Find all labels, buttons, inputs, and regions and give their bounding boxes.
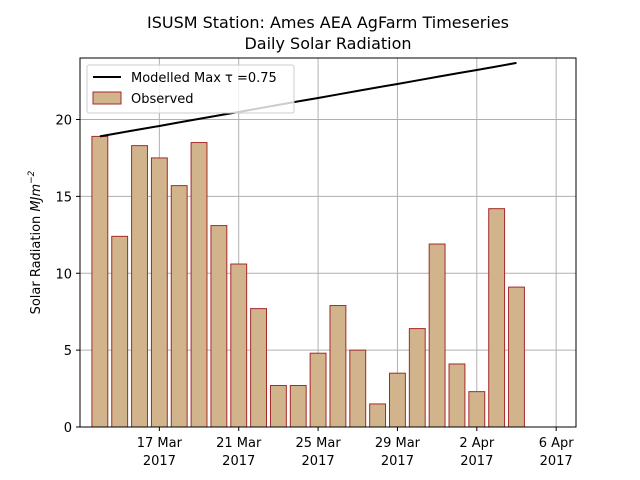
y-axis-label: Solar Radiation MJm−2	[27, 170, 44, 314]
bar-observed	[508, 286, 525, 428]
y-ticks: 0 5 10 15 20	[55, 114, 80, 436]
x-tick-label: 25 Mar	[295, 436, 341, 451]
bar-observed	[428, 243, 446, 428]
bar-observed	[408, 328, 426, 428]
y-tick-label: 15	[55, 190, 72, 205]
bar-observed	[468, 391, 486, 428]
plot-frame	[79, 57, 577, 428]
bar-observed	[150, 157, 168, 428]
bar-observed	[329, 305, 347, 428]
x-tick-label: 2 Apr	[459, 436, 495, 451]
legend: Modelled Max τ =0.75 Observed	[86, 64, 295, 114]
bar-observed	[309, 352, 327, 428]
x-tick-label-year: 2017	[222, 454, 255, 469]
y-axis-label-exponent: −2	[27, 170, 37, 184]
y-axis-label-text: Solar Radiation	[29, 216, 44, 315]
bar-observed	[230, 263, 248, 428]
bar-observed	[91, 135, 109, 428]
x-tick-label: 17 Mar	[137, 436, 183, 451]
x-tick-label-year: 2017	[143, 454, 176, 469]
bar-observed	[269, 384, 287, 428]
chart-title: ISUSM Station: Ames AEA AgFarm Timeserie…	[147, 13, 509, 32]
bar-observed	[170, 185, 188, 428]
bar-observed	[210, 225, 228, 428]
legend-bar-swatch	[92, 91, 122, 105]
y-tick-label: 10	[55, 267, 72, 282]
modelled-line-group	[99, 61, 517, 138]
x-tick-label-year: 2017	[460, 454, 493, 469]
bar-observed	[369, 403, 387, 428]
x-tick-label: 6 Apr	[539, 436, 575, 451]
x-ticks: 17 Mar 2017 21 Mar 2017 25 Mar 2017 29 Mar 2017…	[137, 427, 574, 469]
legend-item-observed: Observed	[131, 92, 194, 107]
bar-observed	[289, 384, 307, 428]
y-tick-label: 0	[64, 421, 72, 436]
chart-subtitle: Daily Solar Radiation	[244, 34, 411, 53]
x-tick-label-year: 2017	[540, 454, 573, 469]
y-tick-label: 20	[55, 114, 72, 129]
x-tick-label-year: 2017	[381, 454, 414, 469]
x-tick-label: 29 Mar	[375, 436, 421, 451]
bars	[91, 135, 525, 428]
x-tick-label-year: 2017	[302, 454, 335, 469]
bar-observed	[389, 372, 406, 428]
bar-observed	[448, 363, 466, 428]
bar-observed	[131, 145, 148, 428]
modelled-max-line	[99, 61, 517, 138]
legend-box	[86, 64, 295, 114]
bar-observed	[488, 208, 506, 428]
y-axis-label-unit: MJm	[29, 184, 44, 212]
legend-item-modelled: Modelled Max τ =0.75	[131, 71, 277, 86]
bar-observed	[349, 349, 367, 428]
y-tick-label: 5	[64, 344, 72, 359]
bar-observed	[250, 308, 267, 428]
bar-observed	[111, 235, 129, 428]
x-tick-label: 21 Mar	[216, 436, 262, 451]
bar-observed	[190, 142, 208, 428]
